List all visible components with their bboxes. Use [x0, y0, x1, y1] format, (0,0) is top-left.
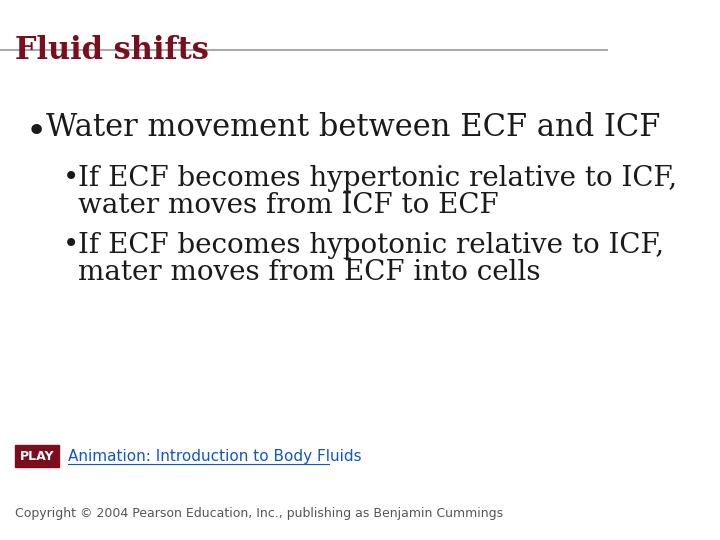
Text: water moves from ICF to ECF: water moves from ICF to ECF	[78, 192, 498, 219]
FancyBboxPatch shape	[15, 445, 59, 467]
Text: Animation: Introduction to Body Fluids: Animation: Introduction to Body Fluids	[68, 449, 361, 463]
Text: Fluid shifts: Fluid shifts	[15, 35, 209, 66]
Text: •: •	[25, 115, 47, 149]
Text: Water movement between ECF and ICF: Water movement between ECF and ICF	[46, 112, 661, 143]
Text: Copyright © 2004 Pearson Education, Inc., publishing as Benjamin Cummings: Copyright © 2004 Pearson Education, Inc.…	[15, 507, 503, 520]
Text: •: •	[63, 165, 79, 192]
Text: If ECF becomes hypotonic relative to ICF,: If ECF becomes hypotonic relative to ICF…	[78, 232, 664, 259]
Text: mater moves from ECF into cells: mater moves from ECF into cells	[78, 259, 540, 286]
Text: PLAY: PLAY	[20, 449, 55, 462]
Text: •: •	[63, 232, 79, 259]
Text: If ECF becomes hypertonic relative to ICF,: If ECF becomes hypertonic relative to IC…	[78, 165, 677, 192]
